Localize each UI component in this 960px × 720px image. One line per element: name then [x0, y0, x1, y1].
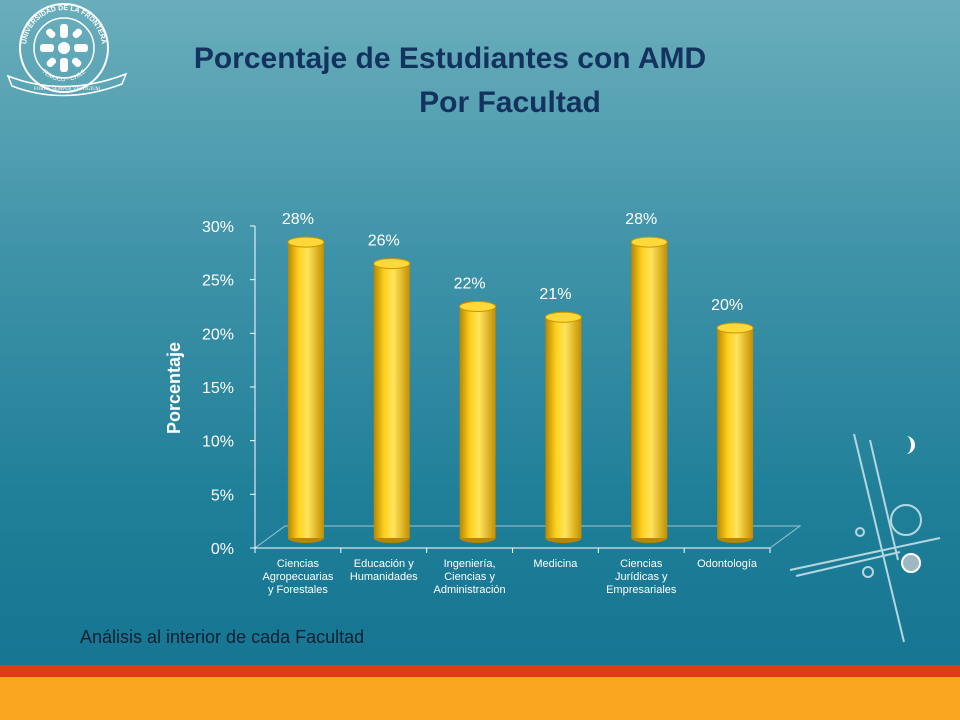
university-logo: UNIVERSIDAD DE LA FRONTERA TEMUCO · CHIL…	[6, 3, 128, 97]
y-axis-title: Porcentaje	[164, 342, 184, 434]
data-label: 20%	[711, 297, 743, 314]
chart-bars	[287, 236, 754, 543]
bar	[630, 236, 668, 543]
y-tick-label: 5%	[211, 487, 234, 504]
bar	[544, 311, 582, 543]
page-title-line2: Por Facultad	[419, 86, 601, 119]
y-tick-label: 30%	[202, 219, 234, 236]
decorative-lines	[789, 433, 941, 643]
logo-ribbon-text: FORTIS SEMPER VESTIGIUM	[34, 87, 101, 92]
bar	[459, 301, 497, 543]
data-label: 21%	[539, 286, 571, 303]
bar	[716, 322, 754, 543]
y-tick-label: 0%	[211, 541, 234, 558]
y-tick-label: 15%	[202, 380, 234, 397]
chart-labels: 28% Ciencias Agropecuarias y Forestales 26% E…	[262, 211, 757, 596]
y-tick-label: 25%	[202, 273, 234, 290]
category-label: Medicina	[533, 558, 578, 570]
bar	[373, 258, 411, 543]
data-label: 22%	[454, 276, 486, 293]
category-label: Ciencias Jurídicas y Empresariales	[606, 558, 677, 596]
chart-axes: 0% 5% 10% 15% 20% 25% 30% Porcentaje	[164, 219, 802, 558]
category-label: Educación y Humanidades	[350, 558, 418, 583]
page-title-line1: Porcentaje de Estudiantes con AMD	[193, 42, 707, 75]
category-label: Ciencias Agropecuarias y Forestales	[262, 558, 333, 596]
category-label: Ingeniería, Ciencias y Administración	[434, 558, 506, 596]
bar	[287, 236, 325, 543]
footer-band-orange	[0, 677, 960, 720]
footer-band-red	[0, 665, 960, 677]
data-label: 28%	[625, 211, 657, 228]
footnote-text: Análisis al interior de cada Facultad	[80, 627, 365, 647]
y-tick-label: 20%	[202, 326, 234, 343]
data-label: 28%	[282, 211, 314, 228]
y-tick-label: 10%	[202, 434, 234, 451]
data-label: 26%	[368, 233, 400, 250]
category-label: Odontología	[697, 558, 758, 570]
